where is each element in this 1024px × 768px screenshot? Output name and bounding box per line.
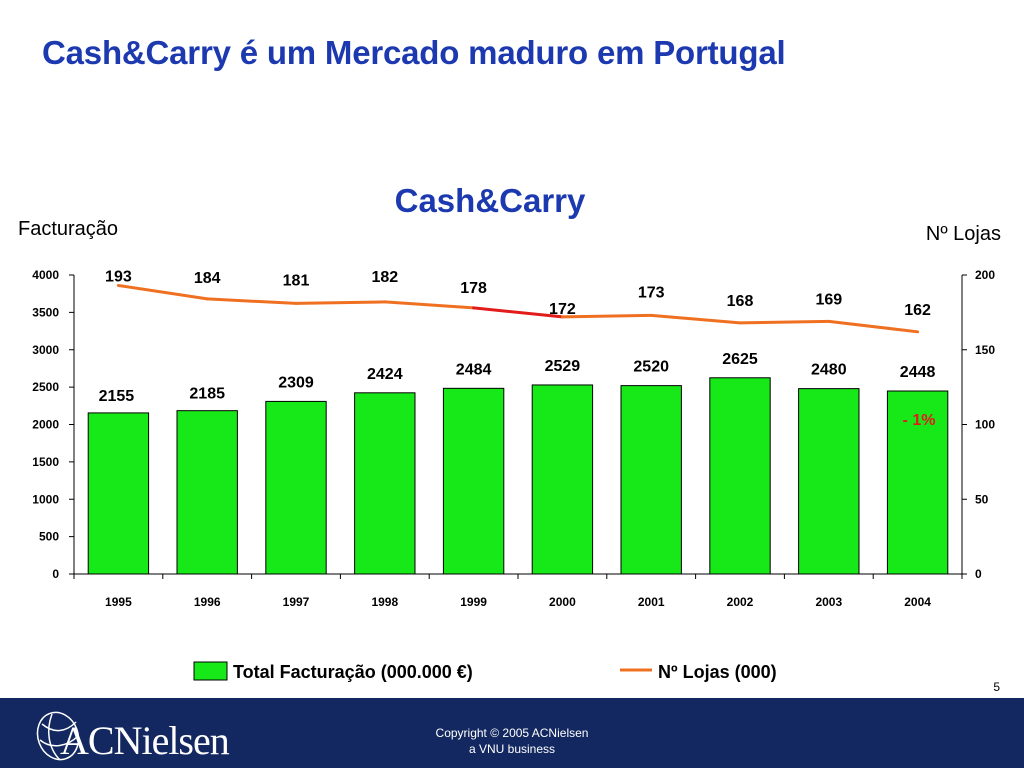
- line-value-label: 178: [460, 280, 487, 297]
- line-value-label: 172: [549, 301, 576, 318]
- line-value-label: 162: [904, 302, 931, 319]
- line-value-label: 193: [105, 268, 132, 285]
- bar: [620, 385, 682, 575]
- line-value-label: 169: [815, 291, 842, 308]
- left-tick-label: 1000: [32, 492, 59, 506]
- legend: Total Facturação (000.000 €) Nº Lojas (0…: [193, 661, 777, 682]
- chart: Cash&Carry Facturação Nº Lojas 050010001…: [18, 182, 1001, 682]
- legend-label-line: Nº Lojas (000): [658, 662, 777, 682]
- line-value-label: 181: [283, 272, 310, 289]
- copyright-line-1: Copyright © 2005 ACNielsen: [435, 726, 589, 740]
- legend-label-bars: Total Facturação (000.000 €): [233, 662, 473, 682]
- left-axis-title: Facturação: [18, 218, 118, 240]
- bar-value-label: 2309: [278, 374, 314, 391]
- bar-value-label: 2480: [811, 362, 847, 379]
- x-tick-label: 2002: [727, 595, 754, 609]
- x-tick-label: 1996: [194, 595, 221, 609]
- globe-icon: [36, 711, 80, 761]
- footer: ACNielsen Copyright © 2005 ACNielsen a V…: [0, 698, 1024, 768]
- right-tick-label: 150: [975, 343, 995, 357]
- line-value-label: 173: [638, 284, 665, 301]
- line-value-label: 184: [194, 270, 221, 287]
- x-tick-label: 2001: [638, 595, 665, 609]
- left-tick-label: 2500: [32, 380, 59, 394]
- bar: [176, 410, 238, 575]
- right-tick-label: 200: [975, 268, 995, 282]
- x-tick-label: 1999: [460, 595, 487, 609]
- x-tick-label: 2000: [549, 595, 576, 609]
- x-tick-label: 1995: [105, 595, 132, 609]
- left-tick-label: 4000: [32, 268, 59, 282]
- left-tick-label: 3500: [32, 305, 59, 319]
- bar-value-label: 2155: [99, 388, 135, 405]
- bar-value-label: 2185: [189, 386, 225, 403]
- line-segment: [649, 313, 742, 325]
- bar: [354, 392, 416, 575]
- bar: [442, 387, 505, 575]
- right-tick-label: 50: [975, 492, 989, 506]
- x-axis: 1995 1996 1997 1998 1999 2000 2001 2002 2003 2004: [73, 573, 963, 609]
- left-tick-label: 0: [52, 567, 59, 581]
- bar: [265, 400, 327, 575]
- page-number: 5: [993, 680, 1000, 694]
- x-tick-label: 2003: [815, 595, 842, 609]
- x-tick-label: 1997: [283, 595, 310, 609]
- line-segment: [205, 297, 298, 305]
- bar: [87, 412, 150, 575]
- line-segment: [383, 300, 476, 310]
- right-tick-label: 0: [975, 567, 982, 581]
- line-value-label: 168: [727, 293, 754, 310]
- left-tick-label: 2000: [32, 418, 59, 432]
- bar-value-label: 2484: [456, 361, 492, 378]
- copyright: Copyright © 2005 ACNielsen a VNU busines…: [412, 725, 612, 757]
- bar-value-label: 2520: [633, 359, 669, 376]
- right-tick-label: 100: [975, 418, 995, 432]
- left-tick-label: 1500: [32, 455, 59, 469]
- bar-value-label: 2424: [367, 366, 403, 383]
- bar-value-label: 2448: [900, 364, 936, 381]
- left-tick-label: 500: [39, 530, 59, 544]
- bar-value-label: 2529: [545, 358, 581, 375]
- copyright-line-2: a VNU business: [468, 742, 556, 756]
- line-series: 193 184 181 182 178 172 173 168 169 162: [105, 268, 931, 334]
- bar: [531, 384, 594, 575]
- right-axis: 0 50 100 150 200: [961, 268, 995, 581]
- bar: [709, 377, 771, 575]
- left-tick-label: 3000: [32, 343, 59, 357]
- logo-text: ACNielsen: [60, 718, 230, 763]
- left-axis: 0 500 1000 1500 2000 2500 3000 3500 4000: [32, 268, 75, 581]
- bar: [886, 390, 949, 575]
- x-tick-label: 1998: [371, 595, 398, 609]
- line-segment: [294, 300, 387, 305]
- slide-title: Cash&Carry é um Mercado maduro em Portug…: [42, 34, 786, 71]
- right-axis-title: Nº Lojas: [926, 223, 1001, 245]
- line-segment: [738, 319, 831, 325]
- chart-title: Cash&Carry: [395, 182, 586, 219]
- line-segment-highlight: [472, 306, 564, 319]
- x-tick-label: 2004: [904, 595, 931, 609]
- legend-swatch-bars: [193, 661, 228, 681]
- acnielsen-logo: ACNielsen: [36, 711, 231, 763]
- bar-series: 2155 2185 2309 2424 2484 2529 2520 2625 2480 2448: [87, 351, 949, 575]
- line-segment: [560, 313, 653, 319]
- line-value-label: 182: [371, 269, 398, 286]
- bar: [798, 388, 860, 575]
- line-segment: [827, 319, 920, 334]
- line-segment: [116, 283, 209, 301]
- change-annotation: - 1%: [903, 412, 936, 429]
- bar-value-label: 2625: [722, 351, 758, 368]
